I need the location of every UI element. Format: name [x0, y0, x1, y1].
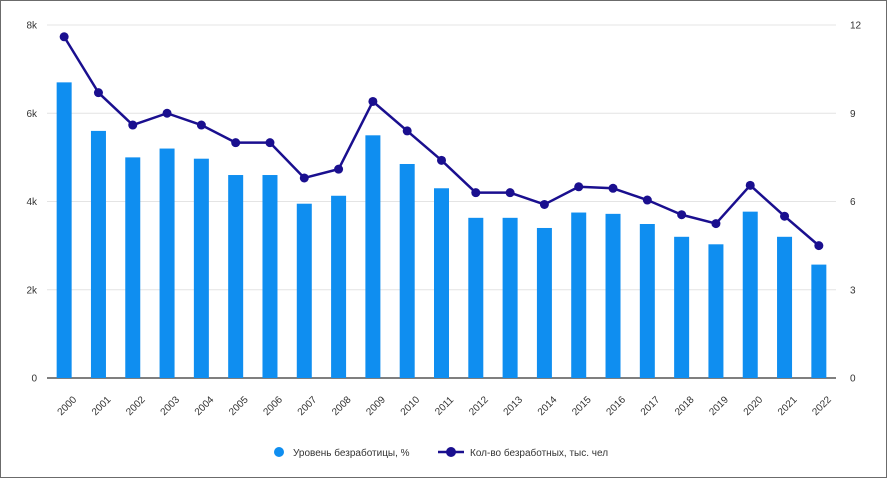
- legend: Уровень безработицы, % Кол-во безработны…: [274, 447, 608, 459]
- line-point: [505, 188, 515, 198]
- line-series: [59, 32, 824, 251]
- y-right-tick-label: 12: [850, 21, 862, 32]
- line-point: [59, 32, 69, 42]
- line-point: [162, 108, 172, 118]
- line-point: [437, 155, 446, 165]
- y-left-tick-label: 6k: [26, 109, 38, 120]
- bar: [399, 163, 415, 378]
- bar: [228, 175, 244, 378]
- line-point: [745, 180, 755, 190]
- y-right-tick-label: 6: [850, 197, 856, 208]
- bar: [193, 158, 209, 378]
- y-right-tick-label: 0: [850, 374, 856, 385]
- line-point: [93, 88, 103, 98]
- x-tick-label: 2022: [810, 394, 834, 418]
- bar: [674, 236, 690, 378]
- x-tick-label: 2012: [467, 394, 491, 418]
- bar: [571, 212, 587, 378]
- x-tick-label: 2009: [364, 394, 388, 418]
- line-point: [128, 120, 138, 130]
- legend-line-label: Кол-во безработных, тыс. чел: [470, 447, 608, 459]
- bar: [502, 217, 518, 378]
- bar: [468, 217, 484, 378]
- bar: [56, 82, 72, 379]
- x-tick-label: 2003: [159, 394, 183, 418]
- line-point: [814, 241, 824, 251]
- bar: [742, 211, 758, 378]
- bar: [296, 203, 312, 378]
- bar: [125, 157, 141, 378]
- x-tick-label: 2017: [639, 394, 663, 418]
- bar: [811, 264, 827, 378]
- bar: [90, 130, 106, 378]
- x-tick-label: 2011: [433, 394, 456, 417]
- x-tick-label: 2021: [776, 394, 800, 418]
- y-left-tick-label: 0: [31, 374, 37, 385]
- bar: [159, 148, 175, 378]
- line-point: [608, 183, 618, 193]
- line-point: [299, 173, 309, 183]
- x-tick-label: 2014: [536, 394, 560, 418]
- x-axis: 2000 2001 2002 2003 2004 2005 2006 2007 2008 2009…: [56, 394, 835, 418]
- x-tick-label: 2004: [193, 394, 217, 418]
- bar: [708, 244, 724, 378]
- bar: [536, 227, 552, 378]
- bar: [777, 236, 793, 378]
- line-point: [539, 199, 549, 209]
- x-tick-label: 2002: [124, 394, 148, 418]
- x-tick-label: 2005: [227, 394, 251, 418]
- y-right-tick-label: 3: [850, 285, 856, 296]
- line-point: [780, 211, 790, 221]
- y-right-tick-label: 9: [850, 109, 856, 120]
- y-left-tick-label: 8k: [26, 21, 38, 32]
- line-point: [196, 120, 206, 130]
- x-tick-label: 2000: [56, 394, 80, 418]
- line-point: [471, 188, 481, 198]
- x-tick-label: 2019: [707, 394, 731, 418]
- x-tick-label: 2013: [502, 394, 526, 418]
- x-tick-label: 2007: [296, 394, 320, 418]
- x-tick-label: 2020: [742, 394, 766, 418]
- y-axis-right: 0 3 6 9 12: [850, 21, 862, 385]
- line-point: [574, 182, 584, 192]
- x-tick-label: 2001: [90, 394, 114, 418]
- bar: [331, 195, 347, 378]
- line-point: [368, 96, 378, 106]
- line-point: [711, 219, 721, 229]
- x-tick-label: 2006: [261, 394, 285, 418]
- x-tick-label: 2008: [330, 394, 354, 418]
- y-left-tick-label: 4k: [26, 197, 38, 208]
- x-tick-label: 2018: [673, 394, 697, 418]
- bar: [365, 135, 381, 378]
- line-point: [402, 126, 412, 136]
- line-point: [231, 138, 241, 148]
- y-left-tick-label: 2k: [26, 285, 38, 296]
- y-axis-left: 0 2k 4k 6k 8k: [26, 21, 38, 385]
- line-point: [677, 210, 687, 220]
- line-point: [642, 195, 652, 205]
- bar-series: [56, 82, 827, 379]
- legend-bar-swatch: [274, 447, 284, 457]
- legend-line-swatch-marker: [446, 447, 456, 457]
- line-point: [265, 138, 275, 148]
- line-point: [334, 164, 344, 174]
- x-tick-label: 2016: [604, 394, 628, 418]
- bar: [639, 224, 655, 378]
- x-tick-label: 2015: [570, 394, 594, 418]
- legend-bar-label: Уровень безработицы, %: [293, 447, 410, 459]
- bar: [434, 188, 449, 378]
- bar: [262, 175, 278, 378]
- x-tick-label: 2010: [399, 394, 423, 418]
- bar: [605, 213, 621, 378]
